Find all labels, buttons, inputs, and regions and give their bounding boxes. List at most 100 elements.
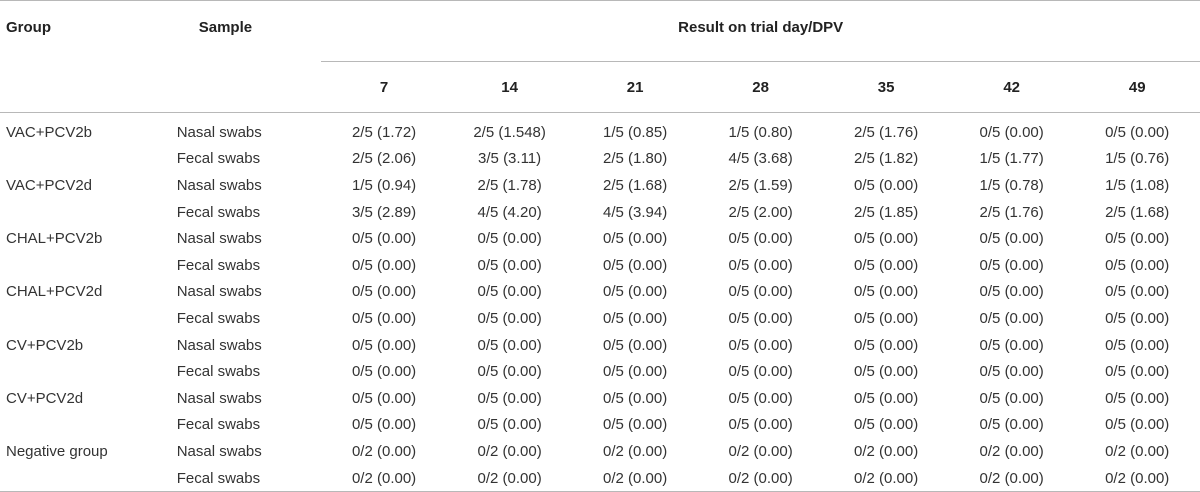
header-row-2: 7 14 21 28 35 42 49 (0, 61, 1200, 113)
cell-group: CHAL+PCV2b (6, 230, 103, 248)
cell-result: 0/5 (0.00) (728, 363, 793, 381)
table-row: Fecal swabs 0/5 (0.00) 0/5 (0.00) 0/5 (0.00… (0, 305, 1200, 332)
cell-result: 0/5 (0.00) (979, 389, 1044, 407)
cell-result: 0/2 (0.00) (603, 442, 668, 460)
cell-group (0, 305, 173, 332)
cell-result: 0/5 (0.00) (1105, 256, 1170, 274)
table-row: Fecal swabs 0/5 (0.00) 0/5 (0.00) 0/5 (0.00… (0, 358, 1200, 385)
cell-result: 3/5 (2.89) (351, 203, 417, 221)
cell-result: 0/2 (0.00) (351, 469, 417, 487)
cell-result: 1/5 (0.94) (351, 176, 417, 194)
header-row-1: Group Sample Result on trial day/DPV (0, 0, 1200, 113)
table-row: CHAL+PCV2b Nasal swabs 0/5 (0.00) 0/5 (0.00… (0, 225, 1200, 252)
cell-group: CHAL+PCV2d (6, 283, 103, 301)
header-day: 21 (572, 61, 698, 113)
cell-result: 0/5 (0.00) (1105, 389, 1170, 407)
cell-result: 0/2 (0.00) (854, 469, 919, 487)
cell-result: 0/5 (0.00) (854, 230, 919, 248)
header-day: 28 (697, 61, 824, 113)
cell-result: 0/5 (0.00) (854, 283, 919, 301)
cell-result: 0/5 (0.00) (728, 389, 793, 407)
cell-sample: Fecal swabs (176, 469, 261, 487)
cell-sample: Fecal swabs (176, 416, 261, 434)
header-day: 7 (321, 61, 447, 113)
cell-result: 0/5 (0.00) (603, 363, 668, 381)
cell-result: 2/5 (1.68) (1105, 203, 1170, 221)
cell-result: 0/5 (0.00) (854, 309, 919, 327)
cell-result: 0/5 (0.00) (1105, 363, 1170, 381)
header-sample: Sample (172, 0, 322, 113)
cell-result: 4/5 (3.68) (728, 150, 793, 168)
cell-result: 0/5 (0.00) (854, 389, 919, 407)
cell-result: 2/5 (1.76) (979, 203, 1044, 221)
cell-result: 0/5 (0.00) (477, 283, 542, 301)
cell-result: 0/5 (0.00) (477, 230, 542, 248)
cell-result: 0/5 (0.00) (1105, 283, 1170, 301)
header-result-span: Result on trial day/DPV (321, 0, 1200, 62)
cell-group (0, 146, 173, 173)
cell-result: 1/5 (1.77) (979, 150, 1044, 168)
cell-result: 0/2 (0.00) (728, 469, 793, 487)
cell-result: 0/5 (0.00) (1105, 123, 1170, 141)
cell-result: 0/5 (0.00) (979, 123, 1044, 141)
cell-result: 0/5 (0.00) (477, 389, 542, 407)
cell-result: 0/5 (0.00) (728, 416, 793, 434)
cell-result: 0/5 (0.00) (351, 389, 417, 407)
cell-result: 0/5 (0.00) (854, 256, 919, 274)
cell-result: 0/5 (0.00) (854, 416, 919, 434)
table-row: Fecal swabs 0/5 (0.00) 0/5 (0.00) 0/5 (0.00… (0, 412, 1200, 439)
header-group: Group (0, 0, 173, 113)
cell-result: 1/5 (0.85) (603, 123, 668, 141)
cell-result: 0/5 (0.00) (603, 283, 668, 301)
cell-result: 0/2 (0.00) (1105, 469, 1170, 487)
cell-result: 2/5 (1.68) (603, 176, 668, 194)
cell-group: VAC+PCV2d (6, 176, 93, 194)
cell-result: 0/5 (0.00) (728, 336, 793, 354)
cell-result: 2/5 (2.00) (728, 203, 793, 221)
cell-group (0, 465, 173, 492)
cell-group: Negative group (6, 442, 108, 460)
cell-sample: Nasal swabs (176, 230, 262, 248)
cell-result: 2/5 (1.72) (351, 123, 417, 141)
cell-result: 0/5 (0.00) (728, 230, 793, 248)
cell-result: 2/5 (1.78) (477, 176, 542, 194)
cell-result: 0/5 (0.00) (477, 416, 542, 434)
cell-result: 0/5 (0.00) (603, 256, 668, 274)
cell-result: 0/5 (0.00) (351, 336, 417, 354)
table-row: Fecal swabs 3/5 (2.89) 4/5 (4.20) 4/5 (3.94… (0, 199, 1200, 226)
cell-result: 4/5 (3.94) (603, 203, 668, 221)
cell-result: 1/5 (1.08) (1105, 176, 1170, 194)
cell-sample: Fecal swabs (176, 256, 261, 274)
cell-result: 0/5 (0.00) (477, 309, 542, 327)
cell-result: 0/5 (0.00) (477, 336, 542, 354)
cell-result: 0/5 (0.00) (979, 336, 1044, 354)
cell-result: 0/5 (0.00) (979, 363, 1044, 381)
cell-sample: Nasal swabs (176, 283, 262, 301)
cell-result: 0/2 (0.00) (979, 469, 1044, 487)
cell-result: 1/5 (0.80) (728, 123, 793, 141)
cell-group (0, 412, 173, 439)
cell-result: 0/5 (0.00) (728, 283, 793, 301)
header-day: 42 (948, 61, 1075, 113)
cell-result: 0/5 (0.00) (728, 309, 793, 327)
cell-group: VAC+PCV2b (6, 123, 93, 141)
cell-result: 2/5 (1.548) (473, 123, 546, 141)
cell-result: 0/2 (0.00) (603, 469, 668, 487)
cell-result: 0/5 (0.00) (351, 363, 417, 381)
table-row: CV+PCV2b Nasal swabs 0/5 (0.00) 0/5 (0.00) 0… (0, 332, 1200, 359)
cell-result: 2/5 (1.59) (728, 176, 793, 194)
cell-result: 2/5 (1.82) (854, 150, 919, 168)
cell-result: 0/2 (0.00) (979, 442, 1044, 460)
cell-group: CV+PCV2b (6, 336, 84, 354)
cell-sample: Fecal swabs (176, 150, 261, 168)
cell-result: 0/2 (0.00) (477, 442, 542, 460)
cell-sample: Nasal swabs (176, 442, 262, 460)
cell-result: 0/5 (0.00) (979, 283, 1044, 301)
table-row: CV+PCV2d Nasal swabs 0/5 (0.00) 0/5 (0.00) 0… (0, 385, 1200, 412)
cell-result: 0/5 (0.00) (351, 283, 417, 301)
cell-result: 0/5 (0.00) (351, 309, 417, 327)
cell-result: 2/5 (1.80) (603, 150, 668, 168)
cell-group (0, 252, 173, 279)
cell-result: 0/5 (0.00) (979, 416, 1044, 434)
